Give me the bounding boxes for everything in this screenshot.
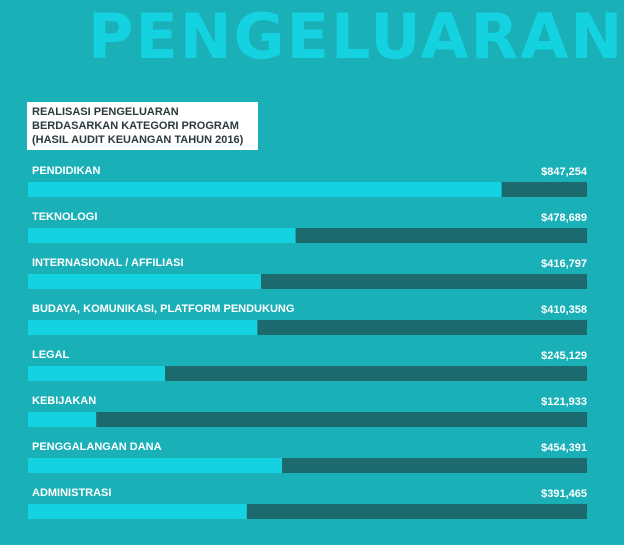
category-label-5: KEBIJAKAN: [32, 395, 96, 407]
bar-0: [28, 182, 502, 197]
category-label-4: LEGAL: [32, 349, 70, 361]
value-label-2: $416,797: [541, 258, 587, 270]
bar-track-5: [28, 412, 587, 427]
category-label-6: PENGGALANGAN DANA: [32, 441, 162, 453]
bar-4: [28, 366, 166, 381]
value-label-4: $245,129: [541, 350, 587, 362]
subtitle-line-1: REALISASI PENGELUARAN: [32, 106, 179, 118]
category-label-1: TEKNOLOGI: [32, 211, 97, 223]
subtitle-line-3: (HASIL AUDIT KEUANGAN TAHUN 2016): [32, 134, 244, 146]
bar-7: [28, 504, 247, 519]
bar-3: [28, 320, 258, 335]
value-label-6: $454,391: [541, 442, 587, 454]
bar-track-4: [28, 366, 587, 381]
value-label-3: $410,358: [541, 304, 587, 316]
value-label-0: $847,254: [541, 166, 588, 178]
value-label-1: $478,689: [541, 212, 587, 224]
bar-1: [28, 228, 296, 243]
bar-5: [28, 412, 97, 427]
value-label-5: $121,933: [541, 396, 587, 408]
value-label-7: $391,465: [541, 488, 587, 500]
category-label-2: INTERNASIONAL / AFFILIASI: [32, 257, 184, 269]
bar-6: [28, 458, 283, 473]
category-label-0: PENDIDIKAN: [32, 165, 101, 177]
category-label-3: BUDAYA, KOMUNIKASI, PLATFORM PENDUKUNG: [32, 303, 294, 315]
subtitle-line-2: BERDASARKAN KATEGORI PROGRAM: [32, 120, 239, 132]
chart-subtitle-box: REALISASI PENGELUARAN BERDASARKAN KATEGO…: [27, 102, 258, 150]
page-title: PENGELUARAN: [88, 0, 624, 73]
bar-2: [28, 274, 261, 289]
category-label-7: ADMINISTRASI: [32, 487, 111, 499]
